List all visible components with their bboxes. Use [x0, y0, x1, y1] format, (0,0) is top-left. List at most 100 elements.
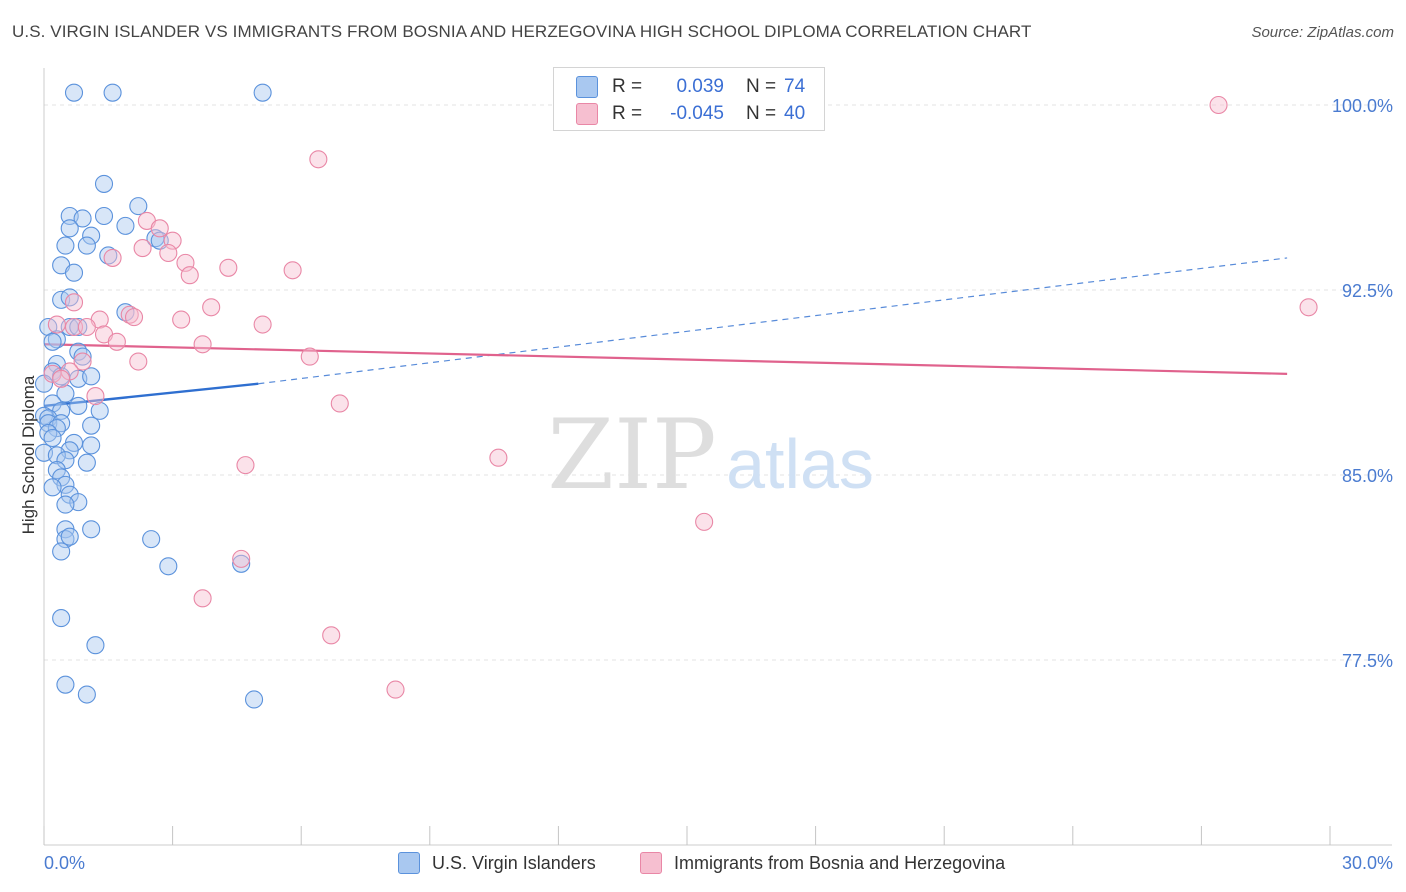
data-point-virgin-islanders [60, 219, 79, 238]
data-point-bosnia-immigrants [219, 258, 238, 277]
legend-swatch-blue [576, 76, 598, 98]
series-legend: U.S. Virgin Islanders Immigrants from Bo… [0, 852, 1406, 878]
data-point-bosnia-immigrants [133, 239, 152, 258]
trend-line-blue-extension [258, 257, 1288, 385]
legend-n-label: N = [746, 103, 777, 124]
tick-labels: 77.5% 85.0% 92.5% 100.0% 0.0% 30.0% [44, 96, 1393, 873]
data-point-virgin-islanders [116, 216, 135, 235]
data-point-virgin-islanders [47, 446, 66, 465]
data-point-bosnia-immigrants [193, 589, 212, 608]
legend-row-pink: R = -0.045 N = 40 [576, 102, 805, 126]
chart-title: U.S. VIRGIN ISLANDER VS IMMIGRANTS FROM … [12, 22, 1032, 41]
legend-row-blue: R = 0.039 N = 74 [576, 75, 805, 99]
data-point-bosnia-immigrants [103, 248, 122, 267]
y-tick-label: 92.5% [1342, 281, 1393, 301]
data-point-bosnia-immigrants [253, 315, 272, 334]
legend-label: U.S. Virgin Islanders [432, 852, 596, 873]
data-point-virgin-islanders [39, 414, 58, 433]
legend-item-virgin-islanders[interactable]: U.S. Virgin Islanders [398, 852, 596, 874]
data-point-virgin-islanders [94, 206, 114, 226]
x-tick-label: 30.0% [1342, 853, 1393, 873]
data-point-virgin-islanders [159, 557, 178, 576]
legend-swatch-pink [576, 103, 598, 125]
data-point-virgin-islanders [244, 690, 264, 709]
data-point-virgin-islanders [43, 478, 62, 497]
legend-label: Immigrants from Bosnia and Herzegovina [674, 852, 1006, 873]
data-point-virgin-islanders [94, 174, 114, 193]
data-point-virgin-islanders [56, 495, 75, 514]
data-point-virgin-islanders [64, 83, 84, 102]
y-axis-label: High School Diploma [19, 375, 38, 534]
data-point-virgin-islanders [90, 401, 109, 420]
data-point-virgin-islanders [56, 384, 75, 403]
data-point-virgin-islanders [82, 416, 101, 435]
data-point-bosnia-immigrants [322, 626, 341, 645]
legend-r-label: R = [612, 76, 643, 97]
watermark: ZIP atlas [547, 399, 874, 511]
data-point-bosnia-immigrants [193, 335, 212, 354]
data-point-bosnia-immigrants [489, 448, 508, 467]
data-point-bosnia-immigrants [159, 243, 178, 263]
data-point-bosnia-immigrants [172, 310, 191, 329]
data-point-virgin-islanders [150, 231, 169, 250]
data-point-bosnia-immigrants [64, 293, 84, 312]
data-point-virgin-islanders [129, 197, 148, 216]
legend-swatch-blue [398, 852, 420, 874]
data-point-bosnia-immigrants [86, 387, 105, 406]
data-point-bosnia-immigrants [202, 298, 221, 317]
data-point-bosnia-immigrants [309, 150, 328, 169]
legend-n-value: 74 [784, 76, 806, 97]
source-label: Source: ZipAtlas.com [1251, 24, 1394, 41]
data-point-bosnia-immigrants [330, 394, 349, 413]
legend-r-label: R = [612, 103, 643, 124]
data-point-bosnia-immigrants [107, 332, 126, 351]
data-point-bosnia-immigrants [64, 317, 84, 337]
data-point-bosnia-immigrants [283, 261, 302, 280]
legend-n-value: 40 [784, 103, 806, 124]
data-point-virgin-islanders [82, 226, 101, 245]
data-point-virgin-islanders [47, 419, 66, 438]
data-point-virgin-islanders [43, 428, 62, 448]
data-point-bosnia-immigrants [124, 308, 144, 327]
legend-swatch-pink [640, 852, 662, 874]
data-point-virgin-islanders [253, 83, 272, 102]
data-point-bosnia-immigrants [1299, 298, 1318, 317]
data-point-virgin-islanders [60, 527, 79, 546]
data-point-bosnia-immigrants [129, 352, 148, 371]
data-point-bosnia-immigrants [52, 369, 71, 388]
data-point-virgin-islanders [73, 209, 92, 228]
gridlines [44, 104, 1392, 661]
data-point-virgin-islanders [56, 675, 75, 694]
data-point-virgin-islanders [52, 609, 71, 628]
data-point-virgin-islanders [64, 263, 84, 282]
data-point-virgin-islanders [69, 396, 88, 415]
data-point-virgin-islanders [43, 332, 62, 351]
data-point-virgin-islanders [232, 554, 251, 573]
axes [43, 68, 1392, 846]
data-point-bosnia-immigrants [73, 352, 92, 371]
data-point-virgin-islanders [77, 453, 96, 472]
y-tick-label: 77.5% [1342, 651, 1393, 671]
data-point-virgin-islanders [82, 367, 101, 386]
data-point-virgin-islanders [56, 236, 75, 255]
data-point-virgin-islanders [86, 636, 105, 655]
y-tick-label: 100.0% [1332, 96, 1393, 116]
data-point-virgin-islanders [73, 347, 92, 366]
data-point-virgin-islanders [103, 83, 122, 102]
data-point-virgin-islanders [77, 236, 96, 255]
legend-item-bosnia-immigrants[interactable]: Immigrants from Bosnia and Herzegovina [640, 852, 1005, 874]
data-point-virgin-islanders [52, 542, 71, 561]
data-point-bosnia-immigrants [386, 680, 405, 699]
legend-r-value: -0.045 [670, 103, 724, 124]
data-point-virgin-islanders [142, 530, 161, 549]
data-point-virgin-islanders [82, 436, 101, 455]
y-tick-label: 85.0% [1342, 466, 1393, 486]
watermark-atlas: atlas [726, 425, 874, 503]
data-point-bosnia-immigrants [232, 549, 251, 568]
data-point-bosnia-immigrants [1209, 95, 1228, 115]
correlation-legend: R = 0.039 N = 74 R = -0.045 N = 40 [553, 67, 825, 131]
data-point-bosnia-immigrants [236, 456, 255, 475]
data-point-virgin-islanders [82, 520, 101, 539]
watermark-zip: ZIP [547, 399, 716, 511]
